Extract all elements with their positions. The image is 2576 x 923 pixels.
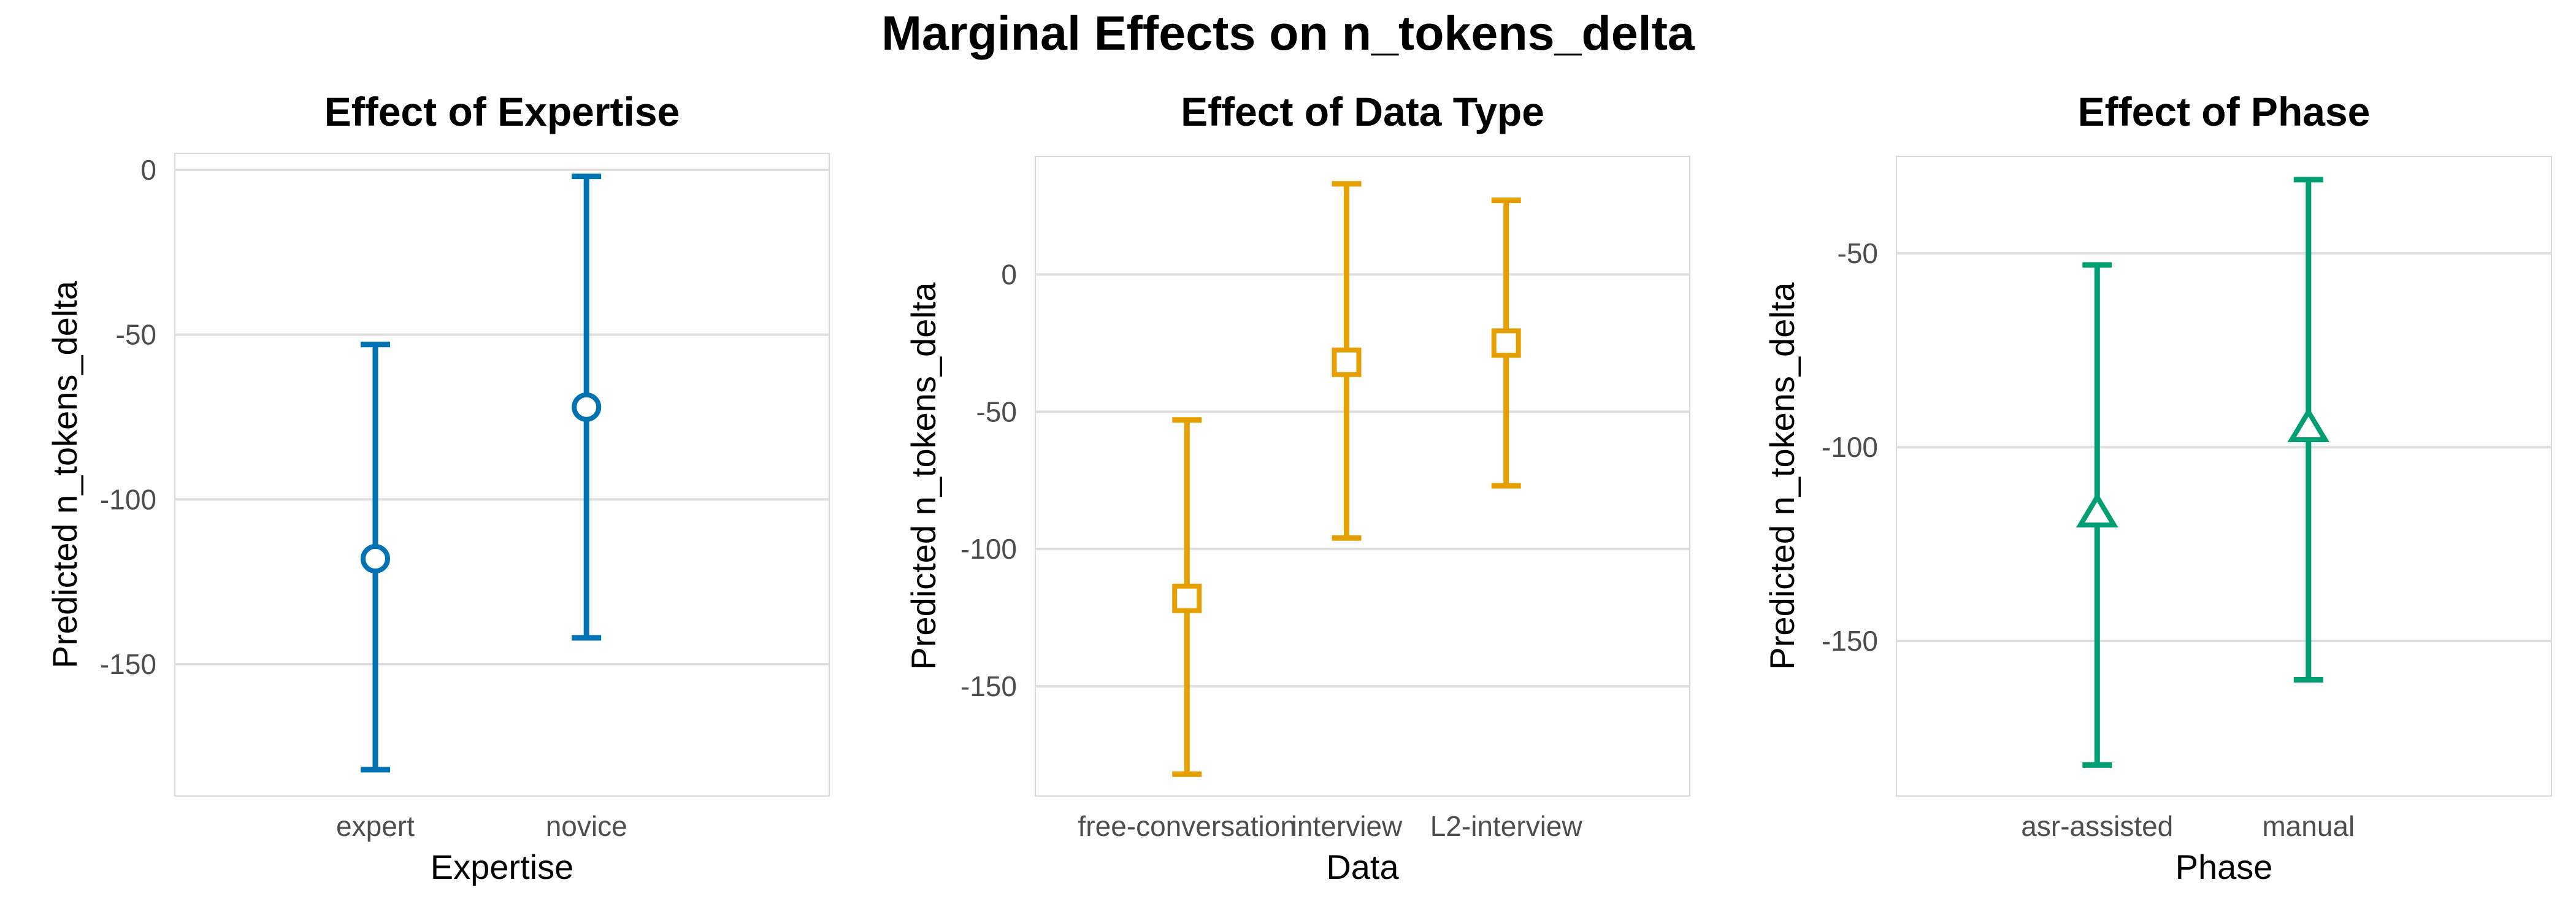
panel-expertise: 0 -50 -100 -150 Effect of Expertise expert nov… bbox=[0, 80, 859, 920]
y-axis-label: Predicted n_tokens_delta bbox=[1763, 282, 1801, 670]
panel-title: Effect of Data Type bbox=[1181, 89, 1544, 134]
x-tick-label: L2-interview bbox=[1430, 810, 1583, 842]
figure-title: Marginal Effects on n_tokens_delta bbox=[881, 6, 1695, 60]
point-marker bbox=[2287, 407, 2330, 442]
x-tick-label: manual bbox=[2262, 810, 2355, 842]
x-axis-label: Phase bbox=[2175, 848, 2273, 886]
chart-phase: -50 -100 -150 Effect of Phase asr-assisted ma… bbox=[1763, 89, 2552, 886]
panel-title: Effect of Phase bbox=[2078, 89, 2371, 134]
x-tick-label: expert bbox=[336, 810, 415, 842]
x-tick-label: novice bbox=[546, 810, 627, 842]
panel-phase: -50 -100 -150 Effect of Phase asr-assisted ma… bbox=[1717, 80, 2576, 920]
x-axis-label: Data bbox=[1326, 848, 1399, 886]
y-tick-label: -50 bbox=[976, 396, 1017, 427]
plot-border bbox=[174, 153, 830, 797]
y-tick-label: -50 bbox=[1838, 237, 1878, 269]
point-marker bbox=[572, 392, 602, 422]
plot-border bbox=[1896, 156, 2552, 797]
point-marker bbox=[2076, 492, 2118, 528]
y-tick-label: -150 bbox=[1822, 625, 1878, 657]
chart-expertise: 0 -50 -100 -150 Effect of Expertise expert nov… bbox=[45, 89, 830, 886]
y-axis-label: Predicted n_tokens_delta bbox=[45, 280, 84, 668]
panel-title: Effect of Expertise bbox=[324, 89, 680, 134]
point-marker bbox=[1491, 328, 1521, 358]
x-tick-label: interview bbox=[1291, 810, 1403, 842]
y-tick-label: 0 bbox=[1001, 258, 1017, 290]
y-tick-label: 0 bbox=[140, 154, 156, 186]
y-axis-label: Predicted n_tokens_delta bbox=[904, 282, 943, 670]
x-tick-label: asr-assisted bbox=[2021, 810, 2173, 842]
y-tick-label: -50 bbox=[116, 319, 156, 351]
point-marker bbox=[1172, 583, 1202, 613]
y-tick-label: -150 bbox=[960, 670, 1017, 702]
point-marker bbox=[1332, 347, 1362, 377]
y-tick-label: -100 bbox=[1822, 431, 1878, 463]
panel-data-type: 0 -50 -100 -150 Effect of Data Type free-conv… bbox=[859, 80, 1717, 920]
x-axis-label: Expertise bbox=[431, 848, 573, 886]
y-tick-label: -150 bbox=[100, 648, 156, 680]
chart-data-type: 0 -50 -100 -150 Effect of Data Type free-conv… bbox=[904, 89, 1690, 886]
y-tick-label: -100 bbox=[960, 533, 1017, 565]
plot-border bbox=[1035, 156, 1690, 797]
point-marker bbox=[360, 544, 390, 574]
x-tick-label: free-conversation bbox=[1078, 810, 1296, 842]
y-tick-label: -100 bbox=[100, 483, 156, 515]
